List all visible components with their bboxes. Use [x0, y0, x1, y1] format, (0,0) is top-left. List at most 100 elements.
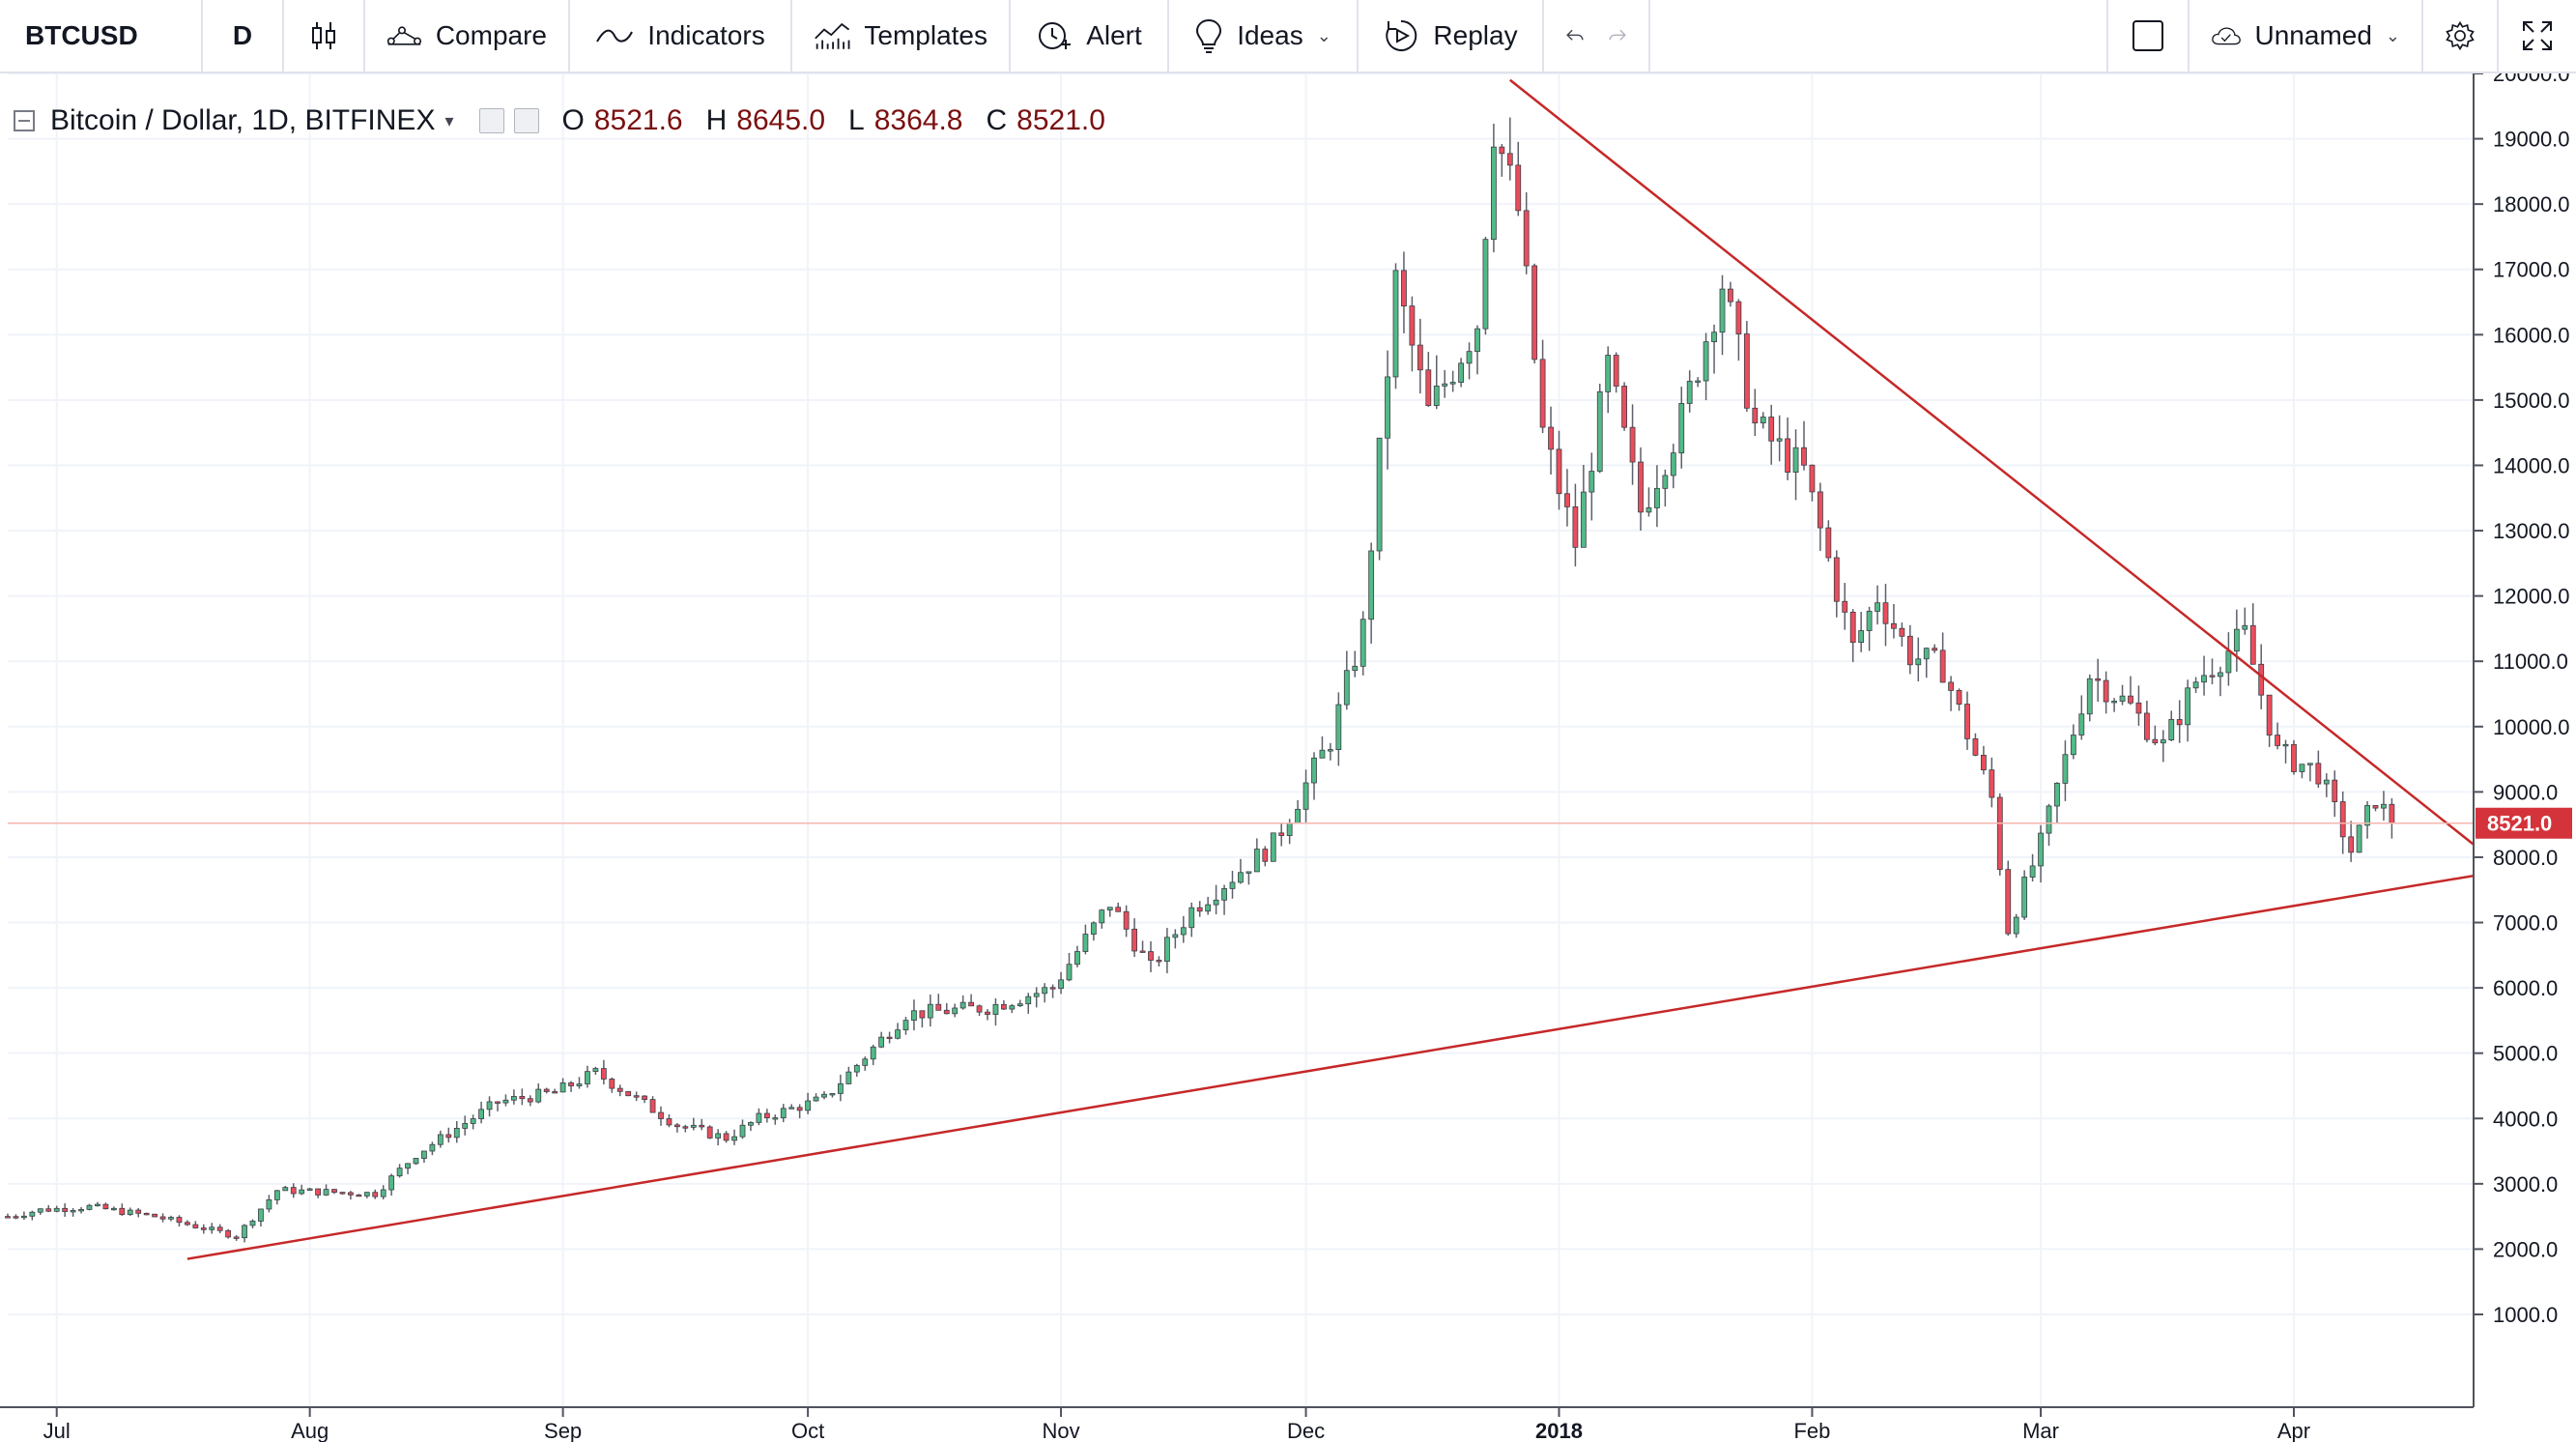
replay-icon	[1386, 19, 1417, 51]
indicators-icon	[596, 29, 634, 43]
undo-icon[interactable]	[1565, 24, 1585, 47]
ideas-button[interactable]: Ideas ⌄	[1169, 0, 1359, 72]
redo-icon[interactable]	[1608, 24, 1627, 47]
candle-body	[1849, 611, 1856, 644]
candle-body	[372, 1192, 379, 1197]
time-tick-label: Mar	[2022, 1419, 2059, 1442]
candle-body	[1172, 934, 1179, 938]
candle-body	[943, 1009, 950, 1015]
time-axis[interactable]: Jul Aug Sep Oct Nov Dec 2018 Feb Mar Apr	[0, 1406, 2474, 1442]
time-tick-label: Sep	[544, 1419, 582, 1442]
candle-body	[1589, 471, 1595, 493]
time-tick-label: Jul	[43, 1419, 71, 1442]
fullscreen-button[interactable]	[2499, 0, 2576, 72]
candle-body	[2381, 803, 2387, 809]
price-tick-label: 17000.0	[2493, 258, 2570, 282]
candle-body	[1042, 987, 1048, 995]
candle-body	[731, 1136, 737, 1141]
candle-body	[152, 1213, 158, 1218]
compare-button[interactable]: Compare	[365, 0, 570, 72]
candle-body	[870, 1046, 876, 1060]
candle-body	[2185, 687, 2191, 726]
candle-body	[2046, 805, 2052, 834]
candle-body	[1368, 550, 1375, 620]
candle-body	[437, 1134, 444, 1145]
settings-mini-icon[interactable]	[513, 108, 539, 133]
legend-title[interactable]: Bitcoin / Dollar, 1D, BITFINEX	[50, 104, 436, 136]
candle-body	[1523, 210, 1530, 267]
chart-area[interactable]: Bitcoin / Dollar, 1D, BITFINEX ▾ O 8521.6…	[0, 73, 2576, 1442]
candle-body	[2135, 702, 2142, 714]
layout-button[interactable]: Unnamed ⌄	[2190, 0, 2423, 72]
candle-body	[2143, 712, 2150, 740]
candle-body	[1033, 993, 1040, 997]
drawing-toggle-button[interactable]	[2108, 0, 2190, 72]
candle-body	[462, 1123, 469, 1129]
candle-body	[911, 1010, 917, 1022]
candle-body	[1009, 1005, 1016, 1010]
candle-body	[821, 1093, 827, 1098]
price-chart[interactable]: 20000.0 19000.0 18000.0 17000.0 16000.0 15000…	[0, 73, 2576, 1442]
candle-body	[380, 1189, 386, 1197]
candle-body	[143, 1212, 150, 1216]
candle-body	[2209, 675, 2216, 678]
candle-body	[1115, 907, 1122, 912]
candle-body	[1376, 437, 1383, 552]
candle-body	[2372, 805, 2379, 809]
candle-body	[1654, 487, 1660, 508]
candle-body	[2348, 836, 2355, 853]
time-tick-label: Feb	[1793, 1419, 1830, 1442]
candle-body	[1858, 630, 1865, 644]
replay-button[interactable]: Replay	[1359, 0, 1544, 72]
alert-label: Alert	[1086, 20, 1142, 50]
time-tick-label: 2018	[1535, 1419, 1583, 1442]
candle-body	[976, 1005, 983, 1013]
legend-collapse-icon[interactable]	[14, 110, 35, 131]
candle-body	[952, 1007, 959, 1015]
candle-body	[1205, 904, 1212, 912]
candle-body	[1417, 344, 1423, 371]
candle-body	[2029, 865, 2036, 878]
candle-body	[723, 1133, 730, 1141]
price-axis[interactable]: 20000.0 19000.0 18000.0 17000.0 16000.0 15000…	[2473, 73, 2576, 1442]
fullscreen-icon	[2523, 21, 2552, 50]
candle-body	[1948, 681, 1954, 691]
candle-body	[895, 1029, 901, 1039]
candle-body	[1760, 417, 1766, 424]
interval-button[interactable]: D	[203, 0, 284, 72]
trendlines-layer[interactable]	[186, 78, 2507, 1260]
candle-body	[1875, 602, 1880, 612]
symbol-search-button[interactable]: BTCUSD	[0, 0, 203, 72]
price-tick-label: 6000.0	[2493, 976, 2558, 1000]
visibility-icon[interactable]	[478, 108, 504, 133]
candle-body	[2062, 754, 2069, 784]
templates-button[interactable]: Templates	[792, 0, 1011, 72]
indicators-button[interactable]: Indicators	[570, 0, 792, 72]
chart-type-button[interactable]	[284, 0, 365, 72]
top-toolbar: BTCUSD D Compare Indicators Templates	[0, 0, 2576, 73]
candle-body	[1238, 872, 1244, 883]
candle-body	[1229, 881, 1236, 889]
candle-body	[1156, 960, 1162, 963]
candle-body	[478, 1109, 485, 1119]
candle-body	[600, 1068, 607, 1080]
alert-button[interactable]: Alert	[1011, 0, 1169, 72]
price-tick-label: 12000.0	[2493, 585, 2570, 609]
price-tick-label: 3000.0	[2493, 1172, 2558, 1197]
candle-body	[1768, 417, 1775, 442]
candle-body	[1001, 1003, 1007, 1010]
chevron-down-icon[interactable]: ▾	[444, 110, 454, 130]
candle-body	[290, 1187, 297, 1195]
candle-body	[1491, 146, 1497, 241]
candle-body	[845, 1071, 852, 1084]
candle-body	[1074, 951, 1080, 966]
candle-body	[2356, 824, 2362, 853]
candle-body	[1891, 622, 1897, 629]
candle-body	[715, 1133, 722, 1139]
ideas-icon	[1196, 18, 1222, 53]
time-tick-label: Nov	[1042, 1419, 1079, 1442]
candle-body	[838, 1083, 844, 1094]
candle-body	[862, 1058, 869, 1066]
settings-button[interactable]	[2423, 0, 2499, 72]
candle-body	[585, 1071, 590, 1084]
